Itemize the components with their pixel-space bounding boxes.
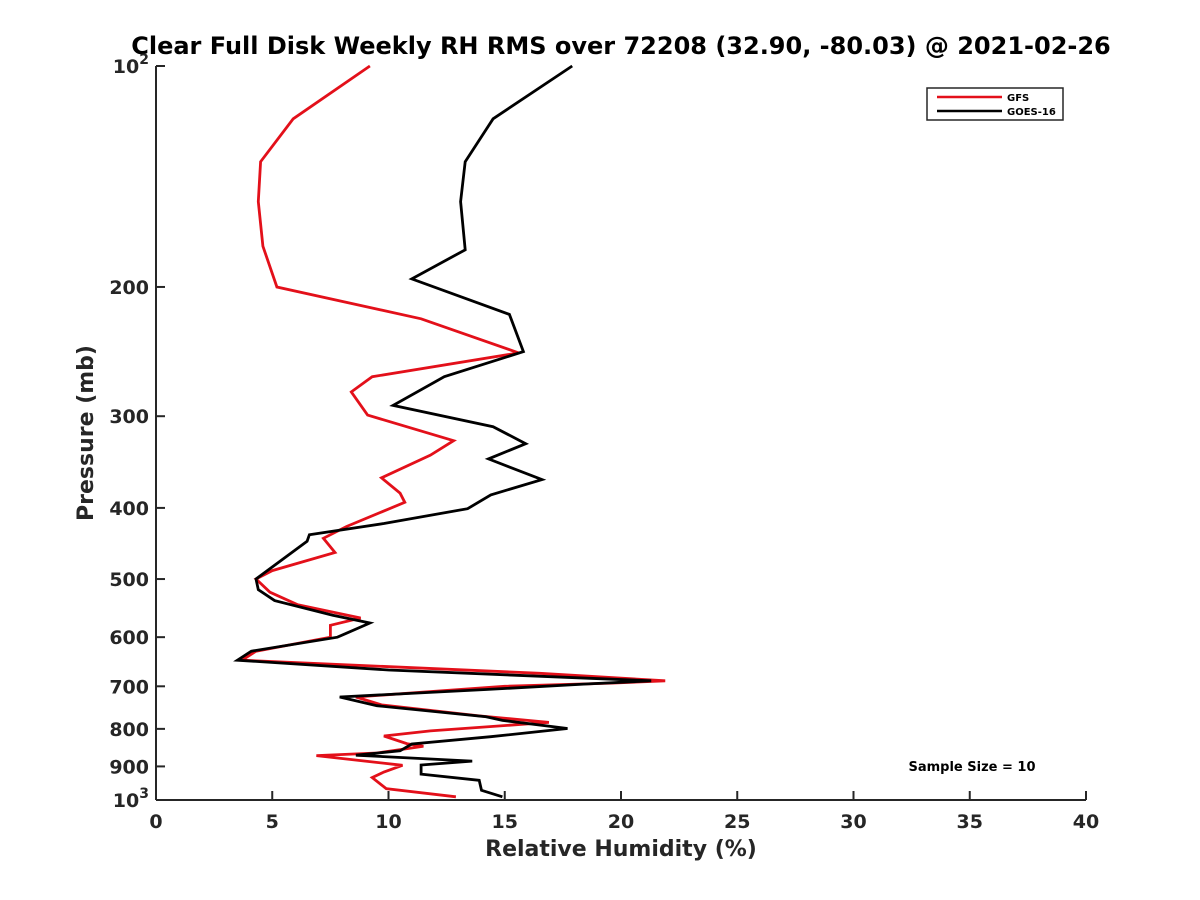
plot-area: 0 5 10 15 20 25 30 35 40 10220030040050060070080… — [109, 52, 1099, 833]
x-axis-label: Relative Humidity (%) — [485, 837, 757, 862]
y-tick-label-exponent: 2 — [139, 52, 149, 68]
y-tick-label: 900 — [109, 756, 149, 778]
y-tick-label: 800 — [109, 719, 149, 741]
legend-label-gfs: GFS — [1007, 93, 1029, 104]
series-line-gfs — [237, 64, 666, 799]
y-tick-label: 300 — [109, 406, 149, 428]
x-tick-label: 30 — [840, 811, 866, 833]
x-tick-label: 0 — [149, 811, 162, 833]
y-tick-label-text: 10 — [113, 56, 139, 78]
y-tick-label-text: 400 — [109, 498, 149, 520]
y-tick-label-exponent: 3 — [139, 786, 149, 802]
x-tick-label: 40 — [1073, 811, 1099, 833]
y-tick-label-text: 10 — [113, 790, 139, 812]
chart-title: Clear Full Disk Weekly RH RMS over 72208… — [131, 32, 1111, 60]
y-tick-label-text: 900 — [109, 756, 149, 778]
x-tick-label: 35 — [957, 811, 983, 833]
y-tick-label-text: 200 — [109, 277, 149, 299]
y-tick-label: 500 — [109, 569, 149, 591]
y-tick-label-text: 300 — [109, 406, 149, 428]
y-tick-label: 700 — [109, 676, 149, 698]
y-tick-label: 103 — [113, 786, 149, 812]
legend-label-goes16: GOES-16 — [1007, 107, 1056, 118]
y-tick-label-text: 700 — [109, 676, 149, 698]
y-tick-label-text: 600 — [109, 627, 149, 649]
y-axis-label: Pressure (mb) — [74, 345, 99, 521]
x-tick-label: 10 — [375, 811, 401, 833]
legend-box — [926, 87, 1064, 121]
y-tick-label: 600 — [109, 627, 149, 649]
x-tick-label: 15 — [492, 811, 518, 833]
x-axis-ticks: 0 5 10 15 20 25 30 35 40 — [149, 791, 1099, 833]
y-tick-label: 102 — [113, 52, 149, 78]
y-tick-label: 200 — [109, 277, 149, 299]
x-tick-label: 25 — [724, 811, 750, 833]
sample-size-annotation: Sample Size = 10 — [908, 760, 1035, 775]
series-line-goes16 — [233, 64, 652, 799]
y-tick-label-text: 500 — [109, 569, 149, 591]
x-tick-label: 20 — [608, 811, 634, 833]
series-layer — [233, 64, 666, 799]
x-tick-label: 5 — [266, 811, 279, 833]
legend: GFS GOES-16 — [926, 87, 1064, 121]
y-tick-label: 400 — [109, 498, 149, 520]
y-tick-label-text: 800 — [109, 719, 149, 741]
